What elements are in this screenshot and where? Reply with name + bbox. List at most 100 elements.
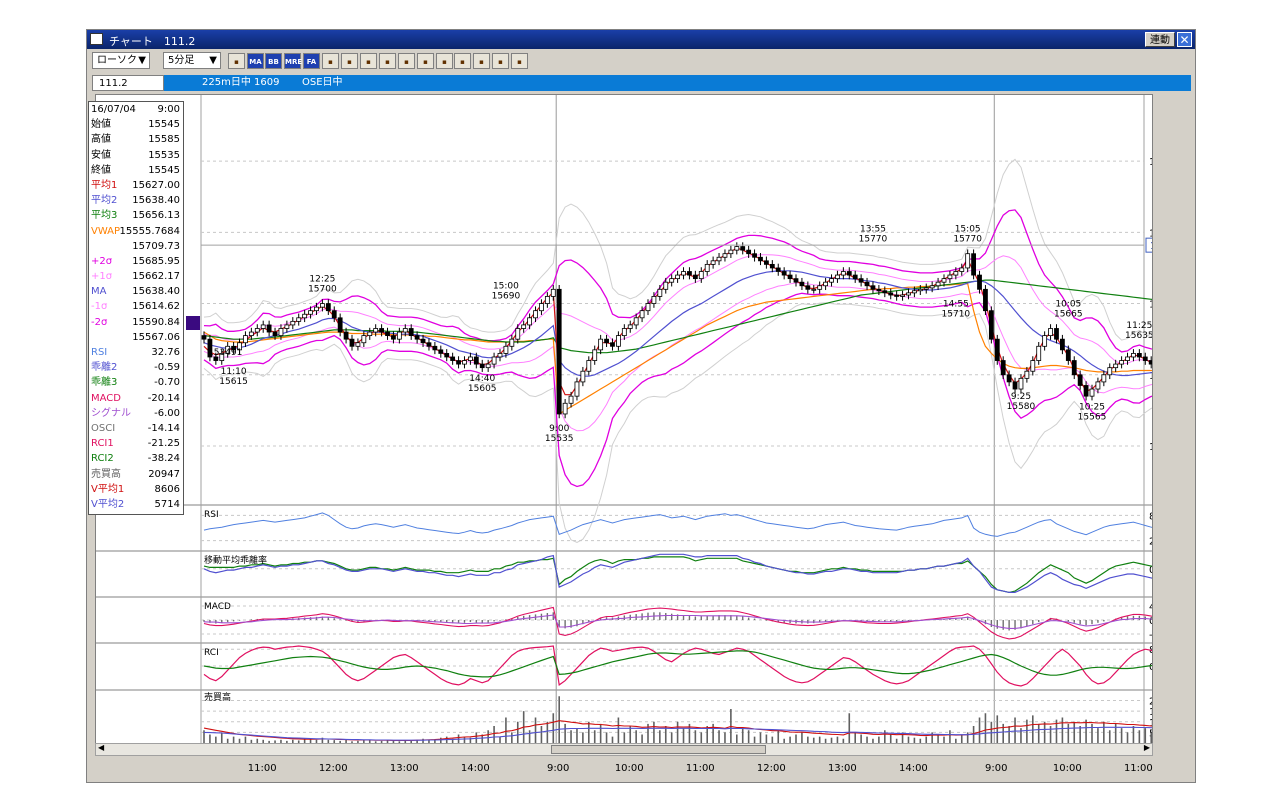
- price-tick-label: 15600: [1149, 371, 1152, 382]
- data-label: V平均2: [91, 498, 125, 510]
- candle-body: [308, 310, 313, 315]
- candle-body: [278, 328, 284, 337]
- data-label: 平均1: [91, 179, 118, 191]
- candle-body: [687, 271, 692, 276]
- candle-body: [432, 345, 438, 351]
- data-value: 32.76: [151, 347, 180, 358]
- data-row: シグナル -6.00: [89, 406, 183, 421]
- candle-body: [1042, 335, 1048, 347]
- candle-body: [1148, 360, 1152, 365]
- scroll-left-icon[interactable]: ◀: [98, 743, 105, 752]
- annotation-price: 15605: [468, 384, 497, 394]
- data-value: 15567.06: [132, 331, 180, 343]
- indicator-icon[interactable]: ▪: [341, 53, 358, 69]
- annotation-price: 15565: [1078, 413, 1107, 423]
- candle-body: [586, 360, 592, 372]
- volume-tick-label: 15000: [1149, 707, 1152, 718]
- current-price-box: [1145, 237, 1152, 253]
- candle-body: [971, 253, 976, 276]
- scroll-right-icon[interactable]: ▶: [1143, 743, 1150, 752]
- contract-label: 225m日中 1609: [202, 77, 280, 88]
- data-value: -0.59: [154, 362, 180, 374]
- candle-body: [888, 292, 894, 296]
- chart-canvas[interactable]: 155001560015700158001590012:251570015:00…: [96, 95, 1152, 744]
- candle-body: [870, 285, 876, 290]
- candle-body: [805, 285, 811, 290]
- grid-icon[interactable]: ▪: [398, 53, 415, 69]
- candle-body: [1113, 363, 1119, 369]
- candle-body: [237, 342, 242, 351]
- trend-tool-icon[interactable]: ▪: [511, 53, 528, 69]
- candle-body: [645, 303, 651, 312]
- chart-area[interactable]: 155001560015700158001590012:251570015:00…: [95, 94, 1153, 745]
- candle-body: [515, 328, 521, 340]
- pen-icon[interactable]: ▪: [436, 53, 453, 69]
- candle-body: [734, 246, 740, 251]
- data-row: 15709.73: [89, 239, 183, 254]
- chart-settings-icon[interactable]: ▪: [228, 53, 245, 69]
- candle-body: [349, 338, 355, 347]
- candle-body: [811, 288, 817, 291]
- candle-body: [331, 310, 337, 319]
- chart-app-icon: [90, 33, 103, 45]
- interval-select[interactable]: 5分足 ▼: [163, 52, 221, 69]
- envelope-icon[interactable]: MRE: [284, 53, 302, 69]
- candle-body: [367, 331, 373, 337]
- eraser-icon[interactable]: ▪: [473, 53, 490, 69]
- candle-body: [438, 349, 444, 354]
- annotation-time: 11:25: [1126, 321, 1152, 331]
- fibonacci-icon[interactable]: FA: [303, 53, 320, 69]
- line-style-icon[interactable]: ▪: [322, 53, 339, 69]
- candle-body: [296, 317, 302, 322]
- candle-body: [450, 356, 456, 361]
- candle-body: [817, 285, 823, 290]
- data-row: RCI1 -21.25: [89, 436, 183, 451]
- close-icon[interactable]: ✕: [1177, 32, 1192, 47]
- candle-body: [775, 267, 781, 272]
- candle-body: [272, 331, 278, 337]
- candle-body: [556, 288, 562, 415]
- candle-body: [391, 335, 396, 340]
- candle-body: [917, 288, 923, 292]
- title-bar[interactable]: チャート 111.2 連動 ✕: [87, 30, 1195, 49]
- macd-tick-label: 40: [1149, 602, 1152, 613]
- data-label: 安値: [91, 149, 111, 161]
- deviation2-line: [203, 553, 1152, 593]
- interval-value: 5分足: [168, 55, 195, 66]
- scroll-thumb[interactable]: [551, 745, 766, 754]
- coin-icon[interactable]: ▪: [492, 53, 509, 69]
- candle-body: [977, 274, 982, 290]
- candle-body: [361, 335, 367, 344]
- time-tick-label: 11:00: [247, 763, 277, 774]
- annotation-time: 10:25: [1079, 403, 1105, 413]
- horizontal-scrollbar[interactable]: ◀ ▶: [95, 743, 1153, 756]
- bar-spacing-icon[interactable]: ▪: [417, 53, 434, 69]
- annotation-time: 13:55: [860, 225, 886, 235]
- chart-type-select[interactable]: ローソク ▼: [92, 52, 150, 69]
- link-button[interactable]: 連動: [1145, 32, 1175, 47]
- zoom-icon[interactable]: ▪: [379, 53, 396, 69]
- session-label: OSE日中: [302, 77, 343, 88]
- deviation-title: 移動平均乖離率: [204, 554, 267, 566]
- data-row: RSI 32.76: [89, 345, 183, 360]
- annotation-time: 12:25: [309, 275, 335, 285]
- candle-body: [1101, 374, 1107, 383]
- candle-body: [740, 246, 746, 251]
- moving-average-icon[interactable]: MA: [247, 53, 264, 69]
- candle-body: [373, 328, 379, 333]
- candle-body: [1036, 345, 1042, 361]
- candle-body: [473, 356, 479, 365]
- bollinger-icon[interactable]: BB: [265, 53, 282, 69]
- rsi-title: RSI: [204, 510, 219, 520]
- chevron-down-icon: ▼: [209, 55, 217, 66]
- price-tick-label: 15900: [1149, 157, 1152, 168]
- data-label: 終値: [91, 164, 111, 176]
- candle-body: [485, 363, 491, 369]
- cross-cursor-icon[interactable]: ▪: [360, 53, 377, 69]
- candle-body: [752, 253, 757, 258]
- candle-body: [444, 353, 450, 358]
- candle-body: [1012, 381, 1018, 390]
- pointer-icon[interactable]: ▪: [454, 53, 471, 69]
- symbol-field[interactable]: 111.2: [92, 75, 164, 91]
- volume-tick-label: 10000: [1149, 718, 1152, 729]
